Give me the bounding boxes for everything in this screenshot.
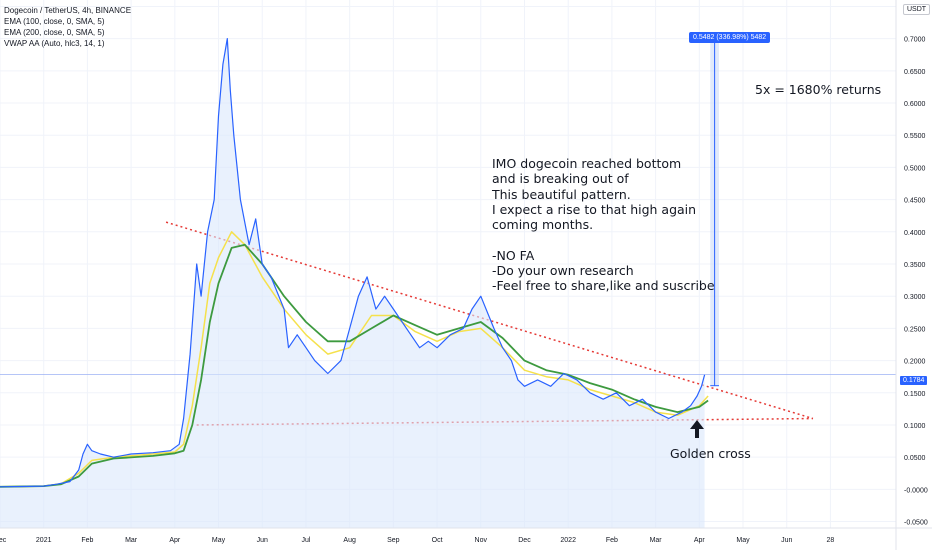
y-tick-label: 0.3000 xyxy=(904,294,926,301)
y-tick-label: 0.2500 xyxy=(904,326,926,333)
measure-label[interactable]: 0.5482 (336.98%) 5482 xyxy=(689,32,771,43)
idea-note[interactable]: IMO dogecoin reached bottom and is break… xyxy=(492,156,715,294)
x-tick-label: 2021 xyxy=(36,537,52,544)
x-tick-label: May xyxy=(736,537,750,544)
x-tick-label: Feb xyxy=(606,537,618,544)
y-tick-label: 0.4500 xyxy=(904,198,926,205)
x-tick-label: Feb xyxy=(81,537,93,544)
x-tick-label: Oct xyxy=(432,537,443,544)
y-tick-label: 0.5000 xyxy=(904,165,926,172)
x-tick-label: Jul xyxy=(301,537,310,544)
y-tick-label: 0.5500 xyxy=(904,133,926,140)
series-price xyxy=(0,38,706,488)
price-area xyxy=(0,38,705,528)
y-tick-label: -0.0500 xyxy=(904,520,928,527)
indicator-ema100[interactable]: EMA (100, close, 0, SMA, 5) xyxy=(4,17,105,26)
x-tick-label: Jun xyxy=(781,537,792,544)
x-tick-label: Sep xyxy=(387,537,400,544)
y-tick-label: 0.4000 xyxy=(904,230,926,237)
x-tick-label: Dec xyxy=(518,537,531,544)
arrow-up-icon xyxy=(690,420,704,438)
y-tick-label: 0.3500 xyxy=(904,262,926,269)
x-tick-label: Aug xyxy=(343,537,356,544)
x-tick-label: Jun xyxy=(257,537,268,544)
series xyxy=(0,38,709,528)
y-tick-label: 0.6500 xyxy=(904,69,926,76)
x-tick-label: Nov xyxy=(475,537,488,544)
y-tick-label: -0.0000 xyxy=(904,487,928,494)
legend: Dogecoin / TetherUS, 4h, BINANCE EMA (10… xyxy=(4,5,131,49)
x-tick-label: 28 xyxy=(827,537,835,544)
series-ema100 xyxy=(0,231,709,488)
y-axis[interactable]: 0.75000.70000.65000.60000.55000.50000.45… xyxy=(895,0,928,550)
y-tick-label: 0.1000 xyxy=(904,423,926,430)
indicator-ema200[interactable]: EMA (200, close, 0, SMA, 5) xyxy=(4,28,105,37)
x-tick-label: Apr xyxy=(694,537,706,544)
series-ema200 xyxy=(0,243,709,488)
x-axis[interactable]: Dec 2021 Feb Mar Apr May Jun Jul Aug Sep Oct Nov Dec… xyxy=(0,527,932,544)
current-price-tag: 0.1784 xyxy=(900,376,928,385)
golden-cross-label[interactable]: Golden cross xyxy=(670,446,751,461)
x-tick-label: Mar xyxy=(650,537,663,544)
y-tick-label: 0.2000 xyxy=(904,359,926,366)
symbol-title[interactable]: Dogecoin / TetherUS, 4h, BINANCE xyxy=(4,6,132,15)
y-tick-label: 0.6000 xyxy=(904,101,926,108)
currency-button[interactable]: USDT xyxy=(903,4,931,15)
x-tick-label: Mar xyxy=(125,537,138,544)
returns-annotation[interactable]: 5x = 1680% returns xyxy=(755,82,882,97)
indicator-vwap[interactable]: VWAP AA (Auto, hlc3, 14, 1) xyxy=(4,39,105,48)
x-tick-label: Dec xyxy=(0,537,7,544)
y-tick-label: 0.7000 xyxy=(904,37,926,44)
x-tick-label: Apr xyxy=(169,537,181,544)
arrow-up-icon xyxy=(690,420,704,438)
y-tick-label: 0.1500 xyxy=(904,391,926,398)
x-tick-label: 2022 xyxy=(560,537,576,544)
y-tick-label: 0.0500 xyxy=(904,455,926,462)
x-tick-label: May xyxy=(212,537,226,544)
